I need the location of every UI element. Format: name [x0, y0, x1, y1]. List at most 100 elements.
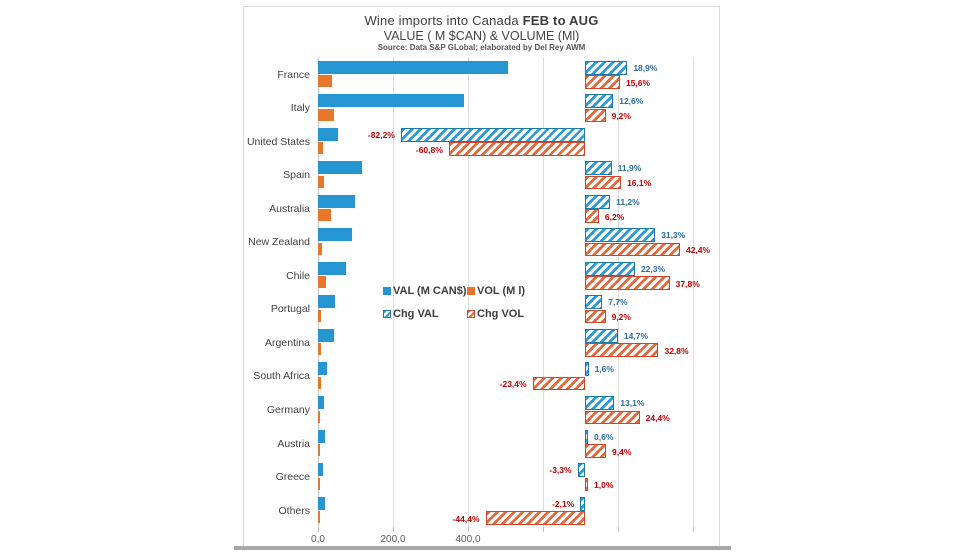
- vol-bar-portugal: [318, 309, 321, 322]
- chg-vol-bar-austria: [585, 444, 607, 458]
- chg-vol-label-united-states: -60,8%: [415, 144, 443, 155]
- chg-val-label-spain: 11,9%: [617, 163, 642, 174]
- chart-source-note: Source: Data S&P GLobal; elaborated by D…: [377, 43, 586, 52]
- chart-title-bold: FEB to AUG: [522, 13, 599, 28]
- x-axis-label-0: 0,0: [311, 534, 325, 545]
- vol-bar-australia: [318, 209, 332, 222]
- country-label-italy: Italy: [290, 102, 310, 115]
- legend-chg-vol-swatch: [467, 310, 475, 318]
- vol-bar-argentina: [318, 343, 321, 356]
- chg-vol-label-greece: 1,0%: [594, 480, 614, 491]
- chg-val-bar-spain: [585, 161, 612, 176]
- chg-val-label-chile: 22,3%: [640, 263, 666, 274]
- chg-vol-bar-others: [485, 511, 585, 525]
- vol-bar-new-zealand: [318, 242, 322, 255]
- chg-val-label-austria: 0,6%: [594, 431, 614, 442]
- chg-vol-bar-south-africa: [532, 376, 585, 391]
- chg-val-bar-austria: [585, 429, 588, 444]
- axis-tick-600: [543, 527, 544, 532]
- val-bar-south-africa: [318, 362, 327, 376]
- axis-tick-1000: [693, 527, 694, 532]
- chart-title: Wine imports into Canada FEB to AUG: [243, 13, 720, 28]
- chg-val-bar-south-africa: [585, 362, 589, 377]
- chg-val-label-france: 18,9%: [633, 62, 658, 73]
- chg-vol-bar-united-states: [448, 142, 585, 156]
- vol-bar-others: [318, 511, 320, 524]
- chg-val-label-greece: -3,3%: [549, 465, 572, 476]
- chg-val-bar-chile: [585, 261, 635, 276]
- country-label-chile: Chile: [286, 269, 310, 282]
- chg-vol-bar-chile: [585, 276, 670, 290]
- chg-val-label-argentina: 14,7%: [623, 330, 649, 341]
- chg-val-label-new-zealand: 31,3%: [661, 230, 686, 241]
- chg-val-bar-portugal: [585, 295, 603, 310]
- axis-tick-800: [618, 527, 619, 532]
- chg-vol-label-others: -44,4%: [452, 513, 480, 524]
- chg-val-label-australia: 11,2%: [616, 196, 640, 207]
- chg-vol-bar-portugal: [585, 309, 606, 324]
- country-label-portugal: Portugal: [270, 303, 310, 316]
- country-label-germany: Germany: [266, 404, 310, 416]
- gridline-800: [618, 57, 619, 527]
- country-label-spain: Spain: [283, 169, 310, 182]
- chg-val-label-italy: 12,6%: [619, 96, 644, 107]
- val-bar-united-states: [318, 127, 338, 141]
- gridline-600: [543, 57, 544, 527]
- x-axis-label-200: 200,0: [380, 534, 406, 545]
- chart-title-normal: Wine imports into Canada: [364, 13, 523, 28]
- chg-vol-bar-germany: [585, 410, 640, 424]
- val-bar-france: [318, 60, 509, 74]
- chg-vol-label-france: 15,6%: [625, 77, 651, 88]
- country-label-austria: Austria: [277, 437, 310, 450]
- vol-bar-greece: [318, 477, 320, 490]
- val-bar-italy: [318, 94, 464, 108]
- country-label-greece: Greece: [275, 471, 310, 484]
- chg-vol-bar-australia: [585, 209, 599, 223]
- chg-val-bar-united-states: [400, 127, 585, 142]
- chg-val-label-united-states: -82,2%: [367, 129, 395, 140]
- chg-val-bar-italy: [585, 94, 614, 109]
- chg-val-bar-germany: [585, 396, 615, 410]
- x-axis-label-400: 400,0: [455, 534, 481, 545]
- val-bar-others: [318, 496, 326, 510]
- country-label-argentina: Argentina: [265, 336, 310, 349]
- axis-tick-400: [468, 527, 469, 532]
- val-bar-new-zealand: [318, 228, 353, 242]
- chg-vol-bar-greece: [585, 477, 588, 492]
- axis-tick-0: [318, 527, 319, 532]
- chg-vol-bar-new-zealand: [585, 242, 680, 257]
- chg-val-label-south-africa: 1,6%: [594, 364, 614, 375]
- chg-vol-label-australia: 6,2%: [604, 211, 625, 222]
- country-label-others: Others: [278, 504, 310, 517]
- chg-val-label-others: -2,1%: [552, 498, 575, 509]
- vol-bar-germany: [318, 410, 320, 423]
- legend-val-swatch: [383, 287, 391, 295]
- val-bar-greece: [318, 463, 323, 477]
- vol-bar-united-states: [318, 142, 323, 155]
- legend-chg-val-label: Chg VAL: [393, 308, 439, 320]
- chg-val-label-germany: 13,1%: [620, 398, 645, 408]
- legend-chg-vol-label: Chg VOL: [477, 308, 525, 320]
- chg-val-bar-greece: [577, 463, 585, 478]
- vol-bar-chile: [318, 276, 326, 289]
- vol-bar-spain: [318, 175, 324, 188]
- val-bar-austria: [318, 429, 326, 443]
- chg-vol-label-spain: 16,1%: [627, 178, 652, 189]
- vol-bar-france: [318, 75, 332, 87]
- val-bar-spain: [318, 161, 362, 175]
- gridline-0: [318, 57, 319, 527]
- chg-vol-label-germany: 24,4%: [645, 413, 670, 423]
- chg-vol-label-argentina: 32,8%: [664, 345, 689, 356]
- val-bar-australia: [318, 194, 356, 208]
- vol-bar-austria: [318, 444, 320, 457]
- chg-val-bar-others: [580, 496, 585, 511]
- chg-vol-label-chile: 37,8%: [675, 278, 700, 289]
- chg-val-bar-new-zealand: [585, 228, 656, 243]
- vol-bar-south-africa: [318, 376, 321, 389]
- legend-chg-val-swatch: [383, 310, 391, 318]
- country-label-united-states: United States: [246, 135, 310, 148]
- val-bar-germany: [318, 396, 325, 409]
- chg-vol-label-new-zealand: 42,4%: [685, 245, 711, 256]
- chg-vol-bar-argentina: [585, 343, 659, 357]
- chg-vol-label-italy: 9,2%: [611, 111, 631, 122]
